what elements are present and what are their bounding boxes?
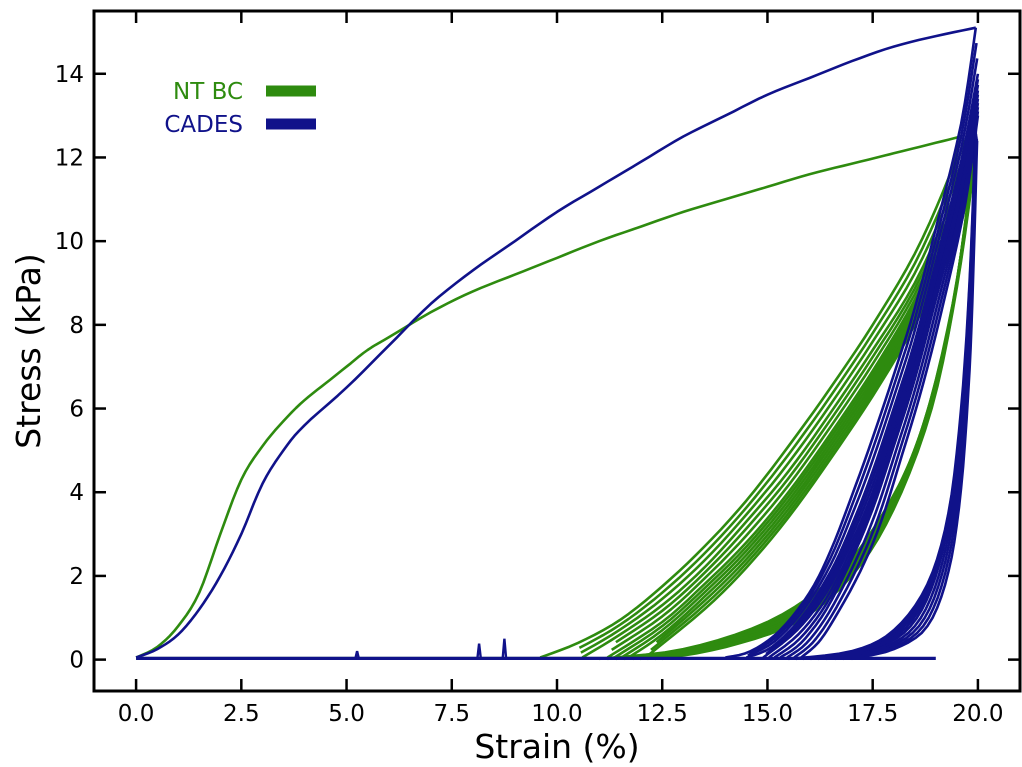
legend: NT BC CADES bbox=[164, 79, 316, 138]
reloading-curve-band bbox=[842, 138, 979, 661]
unloading-curve-band bbox=[786, 106, 980, 659]
unloading-curve bbox=[745, 73, 980, 659]
unloading-curve-band bbox=[747, 58, 979, 657]
unloading-curve-band bbox=[768, 94, 980, 659]
unloading-curve-band bbox=[580, 141, 968, 654]
y-tick-label: 12 bbox=[55, 145, 84, 171]
legend-label: NT BC bbox=[173, 79, 243, 105]
series-layer bbox=[135, 26, 980, 661]
legend-label: CADES bbox=[164, 112, 243, 138]
x-tick-label: 2.5 bbox=[223, 701, 260, 727]
x-tick-label: 5.0 bbox=[328, 701, 365, 727]
y-tick-label: 14 bbox=[55, 62, 84, 88]
y-tick-label: 6 bbox=[69, 397, 84, 423]
x-tick-label: 0.0 bbox=[118, 701, 155, 727]
unloading-curve bbox=[762, 90, 980, 659]
y-tick-label: 0 bbox=[69, 648, 84, 674]
baseline-spike bbox=[501, 638, 508, 659]
unloading-curve bbox=[800, 115, 980, 659]
ticks-layer: 0.0 2.5 5.0 7.5 10.0 12.5 15.0 17.5 20.0 0 2 4 6 8 10 1… bbox=[55, 11, 1020, 727]
unloading-curve bbox=[725, 27, 978, 659]
baseline-spike bbox=[354, 650, 360, 659]
series-cades bbox=[135, 26, 980, 661]
y-tick-label: 10 bbox=[55, 229, 84, 255]
unloading-curve-band bbox=[773, 98, 980, 659]
unloading-curve-band bbox=[748, 42, 978, 655]
unloading-curve bbox=[779, 102, 980, 659]
y-tick-label: 2 bbox=[69, 564, 84, 590]
x-axis-title: Strain (%) bbox=[474, 727, 639, 766]
unloading-curve-band bbox=[578, 138, 966, 649]
unloading-curve bbox=[606, 152, 975, 659]
x-tick-label: 20.0 bbox=[952, 701, 1003, 727]
x-tick-label: 15.0 bbox=[742, 701, 793, 727]
loading-curve bbox=[135, 26, 977, 659]
loading-curve bbox=[135, 135, 962, 659]
x-tick-label: 17.5 bbox=[847, 701, 898, 727]
reloading-curve-band bbox=[607, 159, 975, 661]
x-tick-label: 7.5 bbox=[433, 701, 470, 727]
x-tick-label: 10.0 bbox=[531, 701, 582, 727]
y-axis-title: Stress (kPa) bbox=[9, 253, 48, 448]
x-tick-label: 12.5 bbox=[637, 701, 688, 727]
unloading-curve-band bbox=[793, 111, 980, 659]
reloading-curve-band bbox=[615, 161, 975, 661]
y-tick-label: 4 bbox=[69, 480, 84, 506]
y-tick-label: 8 bbox=[69, 313, 84, 339]
baseline-spike bbox=[476, 643, 482, 659]
unloading-curve-band bbox=[765, 84, 980, 656]
unloading-curve bbox=[539, 136, 963, 659]
unloading-curve-band bbox=[768, 79, 980, 652]
